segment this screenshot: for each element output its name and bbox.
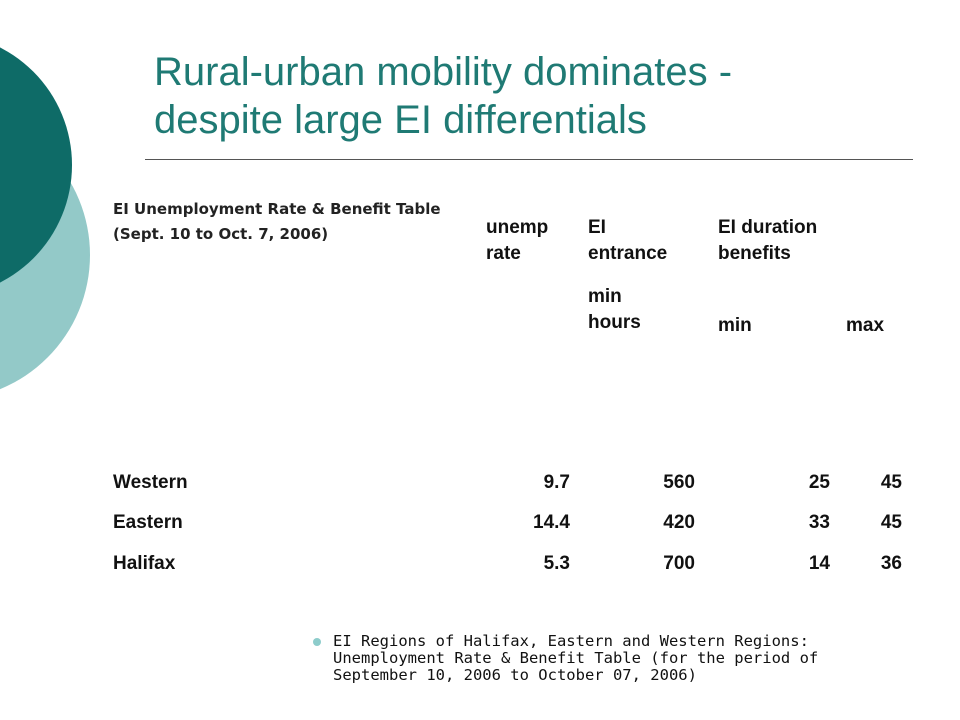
slide-title: Rural-urban mobility dominates - despite… — [154, 48, 934, 144]
dark-circle — [0, 47, 72, 283]
row-max: 45 — [880, 512, 902, 533]
header-unemp-rate: unemp rate — [486, 215, 548, 267]
header-unemp-rate-line-1: unemp — [486, 217, 549, 238]
header-ei-entrance: EI entrance — [588, 215, 667, 267]
title-line-2: despite large EI differentials — [154, 98, 647, 142]
table-caption-period: (Sept. 10 to Oct. 7, 2006) — [113, 225, 329, 243]
bullet-line-1: EI Regions of Halifax, Eastern and Weste… — [333, 632, 809, 650]
row-min-hours: 560 — [663, 472, 695, 493]
header-min: min — [718, 315, 752, 336]
title-divider — [145, 159, 913, 160]
title-line-1: Rural-urban mobility dominates - — [154, 50, 733, 94]
row-max: 45 — [880, 472, 902, 493]
header-ei-entrance-line-1: EI — [588, 217, 606, 238]
row-min-hours: 700 — [663, 553, 695, 574]
row-unemp-rate: 5.3 — [543, 553, 570, 574]
row-min: 25 — [808, 472, 830, 493]
row-min: 14 — [808, 553, 830, 574]
header-ei-duration-line-2: benefits — [718, 243, 791, 264]
bullet-line-2: Unemployment Rate & Benefit Table (for t… — [333, 649, 819, 667]
table-row: Halifax 5.3 700 14 36 — [0, 551, 960, 577]
table-caption: EI Unemployment Rate & Benefit Table (Se… — [113, 200, 473, 244]
table-row: Western 9.7 560 25 45 — [0, 470, 960, 496]
row-min: 33 — [808, 512, 830, 533]
table-row: Eastern 14.4 420 33 45 — [0, 510, 960, 536]
row-region: Eastern — [113, 512, 183, 533]
bullet-list: EI Regions of Halifax, Eastern and Weste… — [313, 633, 913, 684]
header-ei-duration-line-1: EI duration — [718, 217, 818, 238]
header-min-hours-line-1: min — [588, 286, 622, 307]
header-min-hours-line-2: hours — [588, 312, 641, 333]
table-caption-title: EI Unemployment Rate & Benefit Table — [113, 200, 441, 218]
row-unemp-rate: 14.4 — [533, 512, 570, 533]
row-unemp-rate: 9.7 — [543, 472, 570, 493]
row-max: 36 — [880, 553, 902, 574]
header-min-hours: min hours — [588, 284, 641, 336]
bullet-line-3: September 10, 2006 to October 07, 2006) — [333, 666, 697, 684]
row-min-hours: 420 — [663, 512, 695, 533]
decorative-circles — [0, 47, 90, 390]
row-region: Halifax — [113, 553, 176, 574]
header-max: max — [846, 315, 885, 336]
header-ei-duration: EI duration benefits — [718, 215, 817, 267]
row-region: Western — [113, 472, 188, 493]
bullet-item: EI Regions of Halifax, Eastern and Weste… — [313, 633, 913, 684]
bullet-dot-icon — [313, 638, 321, 646]
header-unemp-rate-line-2: rate — [486, 243, 521, 264]
header-ei-entrance-line-2: entrance — [588, 243, 668, 264]
